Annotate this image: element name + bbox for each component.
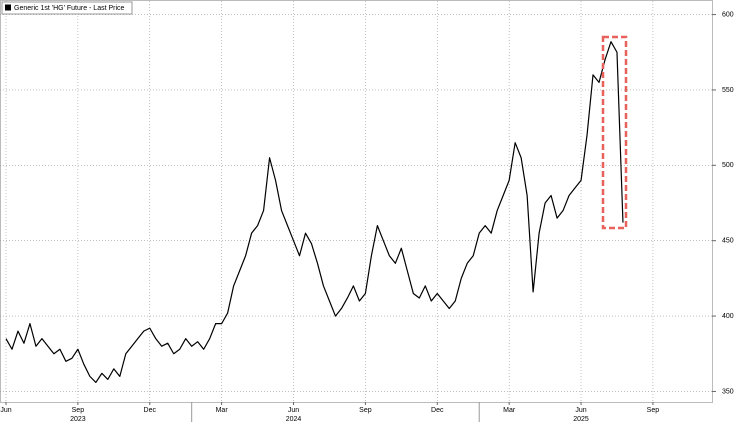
y-tick-label: 350 xyxy=(722,388,734,395)
x-tick-label: Sep xyxy=(647,407,660,414)
y-tick-label: 600 xyxy=(722,11,734,18)
x-tick-label: Jun xyxy=(575,407,586,414)
x-year-label: 2025 xyxy=(573,416,589,422)
plot-frame xyxy=(0,0,713,403)
x-year-label: 2023 xyxy=(70,416,86,422)
highlight-box xyxy=(601,35,628,230)
x-tick-label: Sep xyxy=(72,407,85,414)
y-tick-label: 400 xyxy=(722,313,734,320)
x-tick-label: Mar xyxy=(503,407,516,414)
y-tick-label: 450 xyxy=(722,238,734,245)
legend-box xyxy=(1,1,133,15)
x-tick-label: Dec xyxy=(144,407,157,414)
x-tick-label: Jun xyxy=(0,407,11,414)
legend: Generic 1st 'HG' Future - Last Price xyxy=(1,1,133,15)
x-tick-label: Mar xyxy=(216,407,229,414)
legend-label: Generic 1st 'HG' Future - Last Price xyxy=(14,5,125,12)
price-line xyxy=(5,41,624,383)
x-tick-label: Sep xyxy=(359,407,372,414)
y-tick-label: 500 xyxy=(722,162,734,169)
x-tick-label: Dec xyxy=(431,407,444,414)
legend-swatch xyxy=(5,4,11,11)
y-tick-label: 550 xyxy=(722,87,734,94)
x-year-label: 2024 xyxy=(286,416,302,422)
x-tick-label: Jun xyxy=(288,407,299,414)
